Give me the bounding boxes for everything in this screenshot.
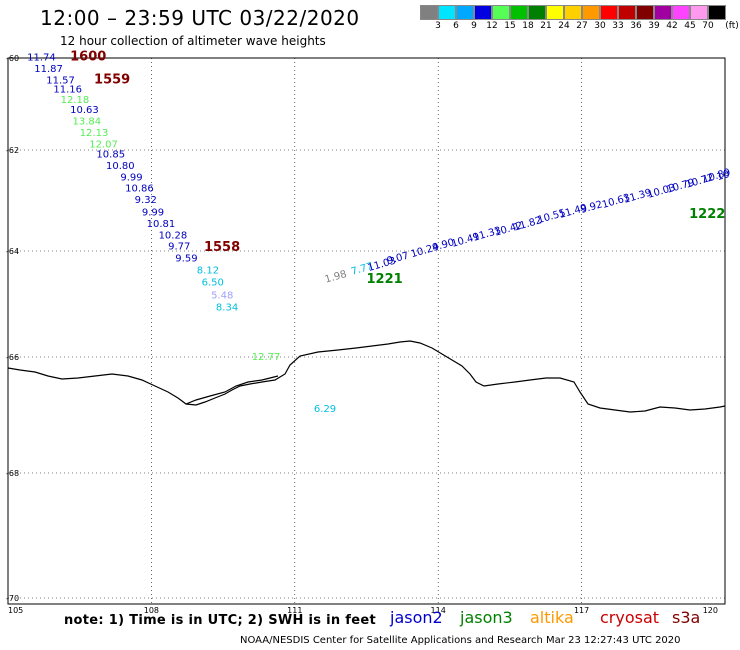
swh-value: 11.87: [34, 64, 63, 75]
swh-value: 12.07: [89, 140, 118, 151]
swh-value: 10.85: [96, 150, 125, 161]
colorbar-tick-label: 18: [522, 21, 534, 31]
lat-tick-label: -70: [6, 594, 19, 603]
swh-value: 9.59: [175, 254, 197, 265]
legend-s3a: s3a: [672, 608, 701, 627]
swh-value: 11.74: [27, 52, 56, 63]
colorbar-swatch: [510, 5, 528, 20]
colorbar-swatch: [564, 5, 582, 20]
colorbar-swatch: [438, 5, 456, 20]
lat-tick-label: -68: [6, 469, 19, 478]
pass-time-label: 1559: [94, 72, 130, 87]
lat-tick-label: -60: [6, 54, 19, 63]
swh-value: 6.50: [202, 277, 224, 288]
colorbar-tick-label: 6: [453, 21, 459, 31]
swh-value: 8.12: [197, 265, 219, 276]
lon-tick-label: 111: [287, 606, 302, 615]
map-frame: [7, 57, 726, 605]
colorbar-swatch: [654, 5, 672, 20]
colorbar-swatch: [672, 5, 690, 20]
swh-value: 9.92: [579, 199, 603, 216]
swh-value: 12.13: [80, 128, 109, 139]
colorbar-swatch: [420, 5, 438, 20]
swh-value: 9.99: [142, 208, 164, 219]
swh-value: 8.34: [216, 302, 238, 313]
colorbar-swatch: [690, 5, 708, 20]
colorbar-swatch: [546, 5, 564, 20]
lat-tick-label: -66: [6, 353, 19, 362]
colorbar-labels: 3 6 9 12 15 18 21 24 27 30 33 36 39 42 45 70 (ft): [420, 21, 740, 33]
colorbar-tick-label: 45: [684, 21, 696, 31]
colorbar-swatch: [582, 5, 600, 20]
colorbar-tick-label: 15: [504, 21, 516, 31]
colorbar-unit: (ft): [725, 21, 739, 31]
pass-time-label: 1558: [204, 240, 240, 255]
colorbar-tick-label: 30: [594, 21, 606, 31]
swh-value: 12.77: [252, 352, 281, 363]
swh-value: 9.77: [168, 241, 190, 252]
colorbar-swatch: [492, 5, 510, 20]
colorbar-swatch: [456, 5, 474, 20]
map-subtitle: 12 hour collection of altimeter wave hei…: [60, 34, 326, 48]
ice-shelf-inlet: [185, 375, 279, 405]
colorbar-tick-label: 70: [702, 21, 714, 31]
pass-time-label: 1222: [689, 207, 725, 222]
colorbar-swatch: [528, 5, 546, 20]
swh-value: 10.86: [125, 183, 154, 194]
colorbar-tick-label: 21: [540, 21, 552, 31]
swh-value: 10.80: [106, 161, 135, 172]
colorbar-swatch: [708, 5, 726, 20]
colorbar-tick-label: 33: [612, 21, 624, 31]
legend-cryosat: cryosat: [600, 608, 660, 627]
colorbar-swatch: [618, 5, 636, 20]
colorbar-swatch: [636, 5, 654, 20]
colorbar-swatch: [600, 5, 618, 20]
colorbar-tick-label: 27: [576, 21, 588, 31]
swh-value: 9.32: [135, 195, 157, 206]
swh-observations: 11.7411.8711.5711.1612.1810.6313.8412.13…: [27, 52, 732, 415]
swh-value: 10.28: [159, 230, 188, 241]
swh-value: 11.16: [53, 85, 82, 96]
swh-value: 13.84: [73, 117, 102, 128]
legend-jason2: jason2: [390, 608, 443, 627]
colorbar-swatch: [474, 5, 492, 20]
colorbar-tick-label: 3: [435, 21, 441, 31]
swh-value: 9.99: [120, 172, 142, 183]
legend-jason3: jason3: [460, 608, 513, 627]
swh-value: 1.98: [324, 269, 348, 286]
graticule: [8, 58, 725, 604]
legend-altika: altika: [530, 608, 574, 627]
swh-value: 9.07: [386, 250, 410, 267]
swh-value: 5.48: [211, 291, 233, 302]
swh-value: 10.81: [147, 219, 176, 230]
colorbar-tick-label: 36: [630, 21, 642, 31]
lon-tick-label: 108: [144, 606, 159, 615]
swh-value: 12.18: [61, 95, 90, 106]
lat-tick-label: -64: [6, 247, 19, 256]
colorbar-tick-label: 24: [558, 21, 570, 31]
footnote: note: 1) Time is in UTC; 2) SWH is in fe…: [64, 613, 376, 628]
pass-time-label: 1221: [367, 272, 403, 287]
pass-time-labels: 1600 1559 1558 1221 1222: [70, 49, 725, 286]
pass-time-label: 1600: [70, 49, 106, 64]
lon-tick-label: 114: [431, 606, 446, 615]
colorbar-tick-label: 42: [666, 21, 678, 31]
swh-value: 10.63: [70, 105, 99, 116]
axis-labels: 105 108 111 114 117 120 -60 -62 -64 -66 -68 -70: [6, 54, 718, 615]
wave-height-colorbar: [420, 5, 726, 20]
lat-tick-label: -62: [6, 146, 19, 155]
lon-tick-label: 120: [703, 606, 718, 615]
colorbar-tick-label: 9: [471, 21, 477, 31]
colorbar-tick-label: 39: [648, 21, 660, 31]
lon-tick-label: 105: [8, 606, 23, 615]
antarctic-coastline: [7, 340, 726, 413]
lon-tick-label: 117: [574, 606, 589, 615]
swh-value: 10: [716, 169, 731, 183]
colorbar-tick-label: 12: [486, 21, 498, 31]
swh-value: 6.29: [314, 404, 336, 415]
credit-line: NOAA/NESDIS Center for Satellite Applica…: [240, 635, 681, 646]
map-title: 12:00 – 23:59 UTC 03/22/2020: [40, 6, 360, 30]
swh-value: 11.57: [46, 75, 75, 86]
